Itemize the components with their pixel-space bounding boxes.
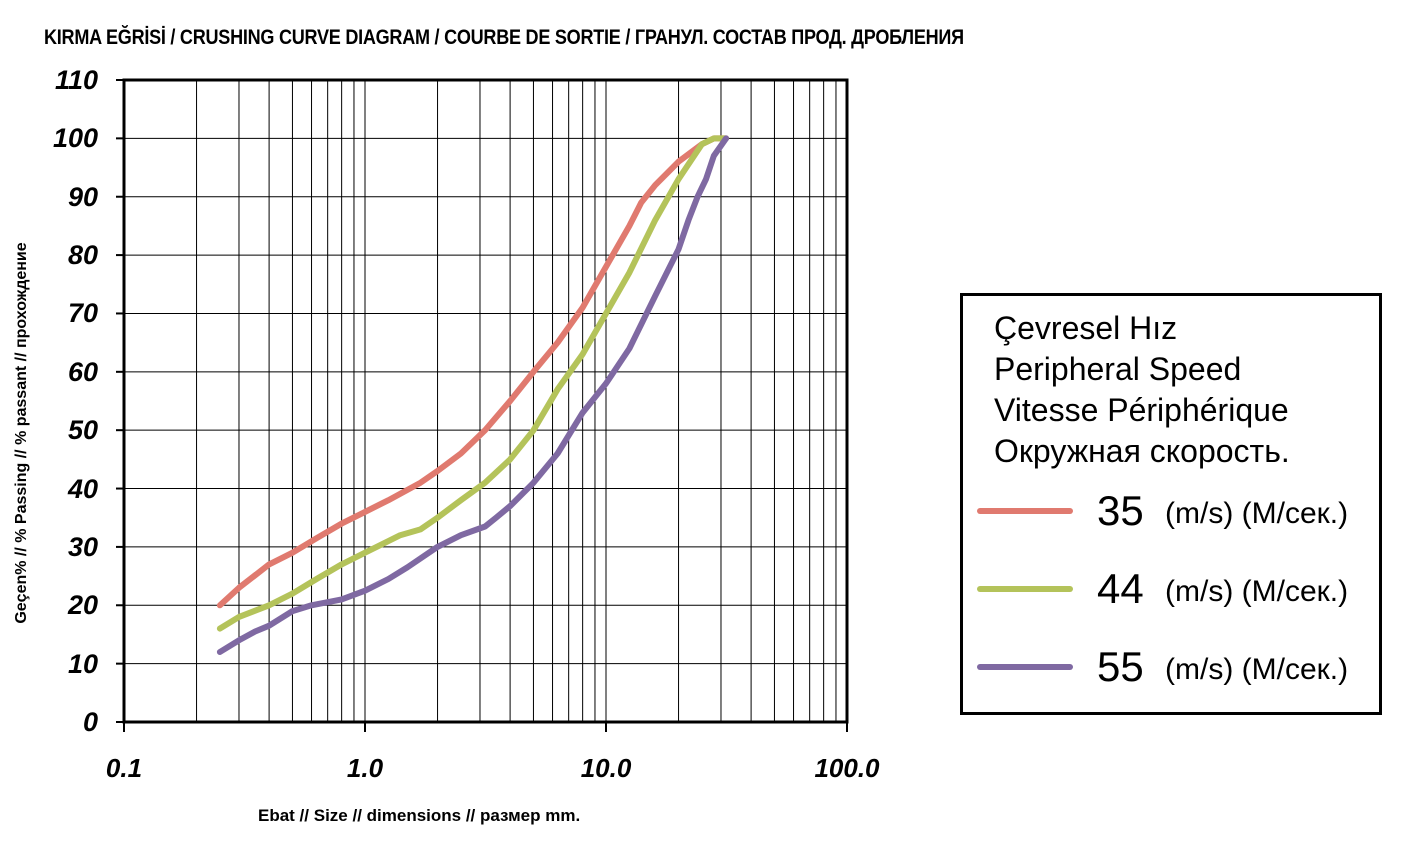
series-layer	[216, 135, 730, 655]
legend-title-line: Peripheral Speed	[994, 351, 1242, 387]
y-tick-label: 10	[67, 648, 98, 679]
grid	[124, 79, 847, 723]
legend-speed-value: 44	[1097, 565, 1144, 612]
y-tick-label: 80	[67, 240, 98, 271]
legend: Çevresel Hız Peripheral Speed Vitesse Pé…	[960, 293, 1382, 715]
legend-entry-44: 44 (m/s) (М/сек.)	[977, 564, 1377, 614]
y-axis-label: Geçen% // % Passing // % passant // прох…	[13, 242, 30, 624]
x-tick-label: 10.0	[580, 753, 632, 783]
series-line-55	[216, 135, 730, 655]
series-line-35	[216, 135, 730, 609]
tick-marks	[116, 79, 848, 732]
legend-title-line: Окружная скорость.	[994, 433, 1290, 469]
plot-frame	[122, 78, 849, 724]
y-tick-label: 40	[67, 473, 98, 504]
legend-swatch	[977, 664, 1073, 670]
legend-unit: (m/s) (М/сек.)	[1165, 497, 1349, 530]
y-tick-label: 20	[67, 590, 98, 621]
legend-entry-35: 35 (m/s) (М/сек.)	[977, 486, 1377, 536]
y-tick-label: 100	[52, 123, 98, 154]
x-tick-label: 0.1	[105, 753, 143, 783]
y-tick-label: 0	[82, 707, 98, 737]
legend-unit: (m/s) (М/сек.)	[1165, 653, 1349, 686]
legend-entry-55: 55 (m/s) (М/сек.)	[977, 642, 1377, 692]
legend-swatch	[977, 508, 1073, 514]
x-tick-label: 1.0	[346, 753, 384, 783]
y-tick-label: 60	[67, 356, 98, 387]
legend-title: Çevresel Hız Peripheral Speed Vitesse Pé…	[994, 308, 1290, 472]
y-tick-label: 50	[67, 415, 98, 446]
legend-swatch	[977, 586, 1073, 592]
legend-speed-value: 35	[1097, 487, 1144, 534]
legend-title-line: Vitesse Périphérique	[994, 392, 1289, 428]
series-line-44	[216, 135, 730, 632]
y-tick-label: 70	[67, 298, 98, 329]
x-axis-label: Ebat // Size // dimensions // размер mm.	[258, 806, 581, 825]
y-tick-label: 110	[54, 65, 98, 95]
x-tick-label: 100.0	[814, 753, 880, 783]
y-tick-label: 90	[67, 181, 98, 212]
legend-speed-value: 55	[1097, 643, 1144, 690]
legend-title-line: Çevresel Hız	[994, 310, 1178, 346]
legend-unit: (m/s) (М/сек.)	[1165, 575, 1349, 608]
chart-title: KIRMA EĞRİSİ / CRUSHING CURVE DIAGRAM / …	[44, 26, 964, 49]
y-tick-label: 30	[67, 531, 98, 562]
